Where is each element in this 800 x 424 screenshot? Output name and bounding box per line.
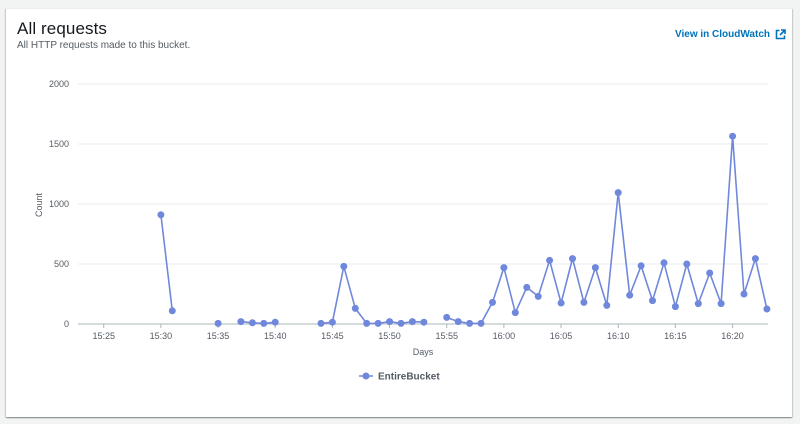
data-point[interactable] (466, 319, 474, 327)
legend-marker (362, 372, 370, 380)
x-tick-label: 16:00 (493, 331, 516, 341)
data-point[interactable] (260, 319, 268, 327)
series-line-segment (446, 135, 768, 325)
data-point[interactable] (671, 303, 679, 311)
x-tick-label: 15:50 (378, 331, 401, 341)
grid-lines (78, 83, 768, 265)
data-point[interactable] (420, 318, 428, 326)
data-point[interactable] (626, 291, 634, 299)
data-point[interactable] (523, 283, 531, 291)
data-point[interactable] (614, 189, 622, 197)
data-point[interactable] (317, 319, 325, 327)
series-entirebucket (157, 132, 771, 327)
data-point[interactable] (603, 301, 611, 309)
data-point[interactable] (649, 297, 656, 305)
x-axis-label: Days (413, 347, 434, 357)
view-in-cloudwatch-link[interactable]: View in CloudWatch (675, 29, 786, 40)
x-tick-label: 15:55 (435, 331, 458, 341)
x-tick-label: 15:25 (92, 331, 115, 341)
data-point[interactable] (751, 255, 759, 263)
x-tick-label: 15:40 (264, 331, 287, 341)
y-tick-label: 1000 (49, 199, 69, 209)
data-point[interactable] (477, 319, 485, 327)
requests-card (6, 8, 792, 417)
data-point[interactable] (397, 319, 405, 327)
data-point[interactable] (740, 290, 748, 298)
y-tick-label: 2000 (49, 79, 69, 89)
data-point[interactable] (511, 309, 519, 317)
legend-label-entirebucket: EntireBucket (378, 372, 440, 383)
external-link-icon (775, 29, 786, 40)
data-point[interactable] (546, 256, 554, 264)
x-tick-label: 16:15 (664, 331, 687, 341)
y-tick-label: 500 (54, 259, 69, 269)
y-axis-label: Count (34, 193, 44, 218)
series-line-segment (320, 265, 424, 325)
x-tick-label: 16:05 (550, 331, 573, 341)
x-tick-label: 15:45 (321, 331, 344, 341)
widget-subtitle: All HTTP requests made to this bucket. (17, 40, 191, 51)
data-point[interactable] (168, 307, 176, 315)
data-point[interactable] (557, 299, 565, 307)
x-tick-label: 16:10 (607, 331, 630, 341)
x-tick-label: 15:30 (150, 331, 173, 341)
data-point[interactable] (569, 255, 576, 263)
data-point[interactable] (534, 292, 542, 300)
legend[interactable]: EntireBucket (359, 372, 440, 383)
y-tick-labels: 0 500 1000 1500 2000 (49, 79, 69, 329)
data-point[interactable] (271, 318, 279, 326)
data-point[interactable] (694, 300, 702, 308)
data-point[interactable] (763, 305, 771, 313)
data-point[interactable] (351, 304, 359, 312)
series-line-segment (160, 214, 174, 311)
data-point[interactable] (454, 318, 462, 326)
data-point[interactable] (500, 264, 508, 272)
x-tick-labels: 15:25 15:30 15:35 15:40 15:45 15:50 15:55 16:00… (92, 324, 744, 341)
x-tick-label: 16:20 (721, 331, 744, 341)
data-point[interactable] (363, 319, 371, 327)
x-tick-label: 15:35 (207, 331, 230, 341)
data-point[interactable] (660, 259, 668, 267)
series-line-segment (240, 320, 276, 325)
data-point[interactable] (386, 318, 394, 326)
widget-title: All requests (17, 19, 108, 38)
data-point[interactable] (717, 300, 725, 308)
data-point[interactable] (237, 318, 245, 326)
data-point[interactable] (408, 318, 416, 326)
data-point[interactable] (328, 318, 336, 326)
data-point[interactable] (248, 319, 256, 327)
data-point[interactable] (729, 132, 737, 140)
data-point[interactable] (157, 211, 165, 219)
data-point[interactable] (214, 319, 222, 327)
y-tick-label: 0 (64, 319, 69, 329)
data-point[interactable] (580, 298, 588, 306)
data-point[interactable] (489, 298, 496, 306)
data-point[interactable] (683, 260, 691, 268)
data-point[interactable] (637, 262, 645, 270)
data-point[interactable] (374, 319, 382, 327)
data-point[interactable] (340, 262, 348, 270)
data-point[interactable] (706, 269, 714, 277)
data-point[interactable] (443, 313, 451, 321)
data-point[interactable] (591, 264, 599, 272)
view-in-cloudwatch-label: View in CloudWatch (674, 29, 770, 40)
y-tick-label: 1500 (49, 139, 69, 149)
